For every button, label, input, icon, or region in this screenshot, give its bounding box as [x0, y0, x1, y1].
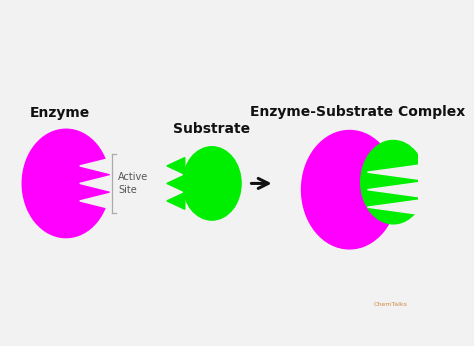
Text: Enzyme: Enzyme	[29, 106, 90, 120]
Polygon shape	[367, 164, 428, 181]
Text: Substrate: Substrate	[173, 122, 250, 136]
Polygon shape	[80, 157, 113, 174]
Polygon shape	[167, 157, 185, 174]
Polygon shape	[167, 175, 185, 192]
Text: Enzyme-Substrate Complex: Enzyme-Substrate Complex	[250, 105, 465, 119]
Ellipse shape	[22, 129, 110, 238]
Text: ChemTalks: ChemTalks	[374, 302, 408, 307]
Ellipse shape	[361, 140, 426, 224]
Ellipse shape	[182, 147, 241, 220]
Text: Active
Site: Active Site	[118, 172, 148, 194]
Polygon shape	[80, 175, 113, 192]
Polygon shape	[367, 199, 428, 216]
Ellipse shape	[301, 130, 397, 249]
Polygon shape	[367, 181, 428, 198]
Polygon shape	[167, 193, 185, 209]
Polygon shape	[80, 193, 113, 209]
